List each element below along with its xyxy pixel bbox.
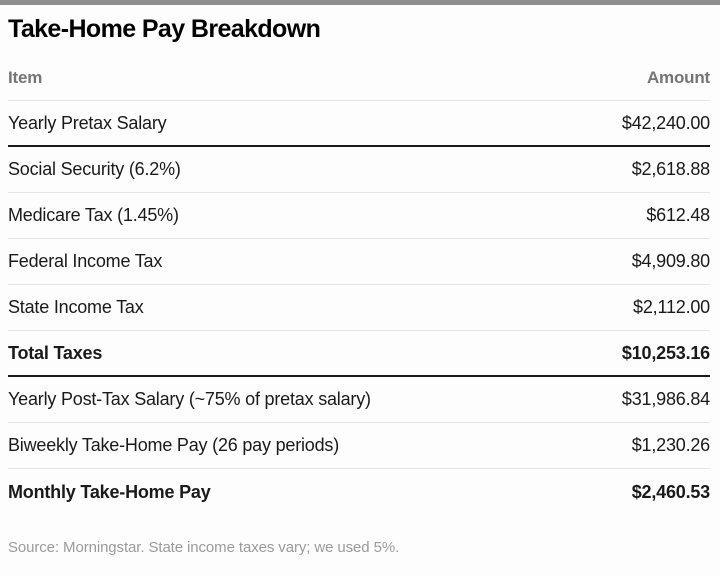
row-amount-value: $4,909.80: [631, 251, 710, 271]
row-amount-value: $2,618.88: [631, 159, 710, 179]
row-amount-value: $2,112.00: [633, 297, 710, 317]
row-item-label: Monthly Take-Home Pay: [8, 481, 211, 502]
row-item-label: Biweekly Take-Home Pay (26 pay periods): [8, 435, 340, 455]
row-amount-value: $2,460.53: [631, 481, 710, 502]
table-content: Take-Home Pay Breakdown Item Amount Year…: [0, 14, 720, 556]
table-header-row: Item Amount: [8, 68, 710, 101]
table-row-total-taxes: Total Taxes $10,253.16: [8, 331, 710, 377]
table-row-biweekly-take-home-pay: Biweekly Take-Home Pay (26 pay periods) …: [8, 423, 710, 469]
top-accent-bar: [0, 0, 720, 5]
row-amount-value: $31,986.84: [621, 389, 710, 409]
row-amount-value: $1,230.26: [631, 435, 710, 455]
table-row-social-security: Social Security (6.2%) $2,618.88: [8, 147, 710, 193]
table-row-medicare-tax: Medicare Tax (1.45%) $612.48: [8, 193, 710, 239]
row-amount-value: $612.48: [646, 205, 710, 225]
table-row-yearly-pretax-salary: Yearly Pretax Salary $42,240.00: [8, 101, 710, 147]
row-item-label: State Income Tax: [8, 297, 144, 317]
row-item-label: Yearly Post-Tax Salary (~75% of pretax s…: [8, 389, 371, 409]
table-row-federal-income-tax: Federal Income Tax $4,909.80: [8, 239, 710, 285]
column-header-item: Item: [8, 68, 43, 87]
row-item-label: Social Security (6.2%): [8, 159, 181, 179]
table-row-yearly-post-tax-salary: Yearly Post-Tax Salary (~75% of pretax s…: [8, 377, 710, 423]
column-header-amount: Amount: [646, 68, 710, 87]
table-row-monthly-take-home-pay: Monthly Take-Home Pay $2,460.53: [8, 469, 710, 515]
row-amount-value: $10,253.16: [621, 342, 710, 363]
page-title: Take-Home Pay Breakdown: [8, 15, 321, 43]
row-item-label: Medicare Tax (1.45%): [8, 205, 179, 225]
row-item-label: Total Taxes: [8, 342, 103, 363]
row-amount-value: $42,240.00: [621, 112, 710, 133]
row-item-label: Federal Income Tax: [8, 251, 163, 271]
source-note: Source: Morningstar. State income taxes …: [8, 539, 400, 556]
row-item-label: Yearly Pretax Salary: [8, 112, 167, 133]
table-row-state-income-tax: State Income Tax $2,112.00: [8, 285, 710, 331]
